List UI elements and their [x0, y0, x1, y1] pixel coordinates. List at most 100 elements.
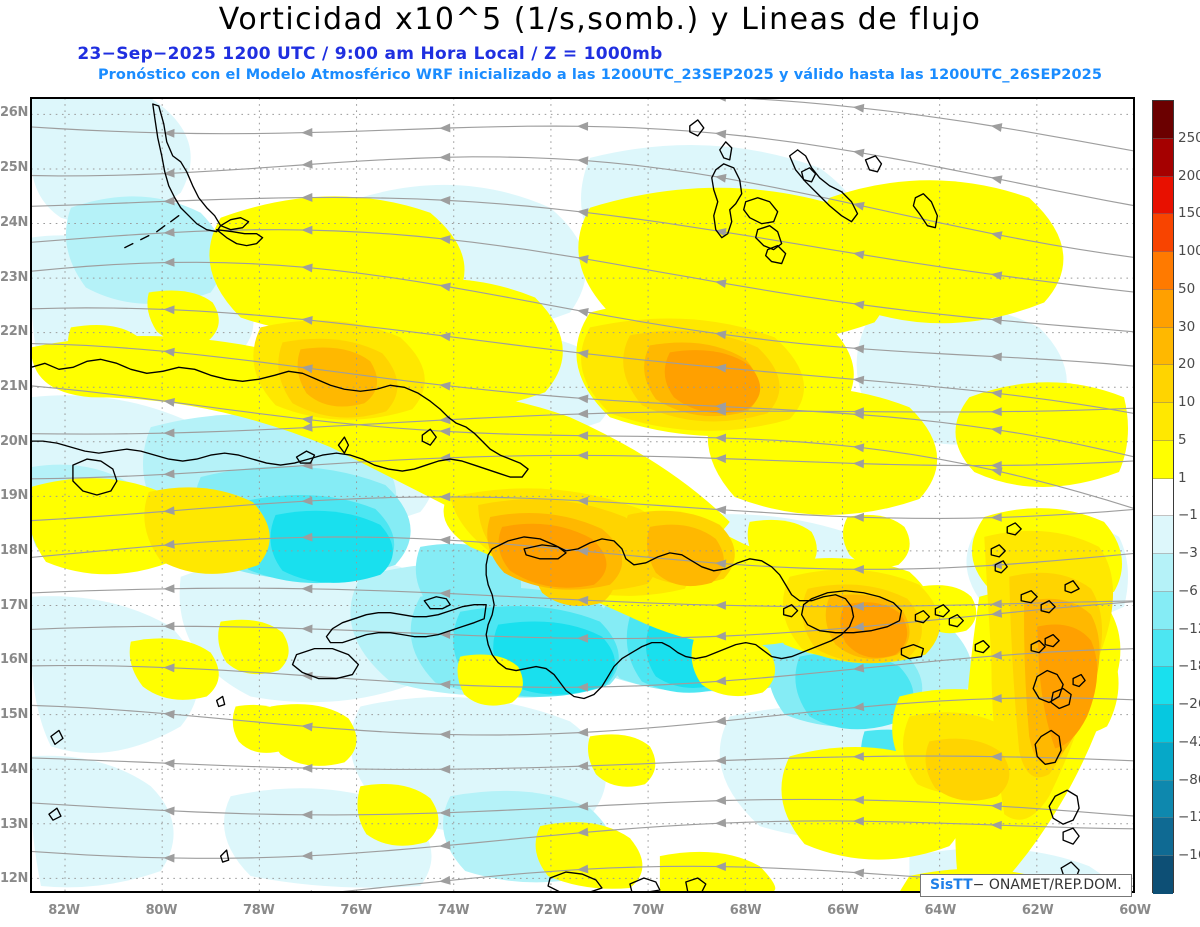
y-tick-label: 19N	[0, 488, 29, 504]
colorbar-tick-label: −80	[1178, 771, 1200, 788]
colorbar-band	[1153, 214, 1173, 252]
colorbar-band	[1153, 516, 1173, 554]
streamline-arrow	[577, 308, 589, 317]
streamline-arrow	[576, 633, 589, 643]
page-title: Vorticidad x10^5 (1/s,somb.) y Lineas de…	[218, 2, 982, 37]
streamline-arrow	[301, 159, 313, 169]
streamline-arrow	[301, 532, 313, 542]
y-tick-label: 12N	[0, 871, 29, 887]
streamline-arrow	[990, 512, 1002, 522]
streamline-arrow	[714, 862, 726, 872]
streamline-arrow	[163, 621, 175, 631]
streamline-arrow	[163, 128, 175, 138]
streamline-arrow	[714, 433, 727, 443]
streamline	[728, 98, 1134, 152]
streamline-arrow	[990, 316, 1003, 325]
streamline-arrow	[714, 505, 727, 515]
colorbar-band	[1153, 365, 1173, 403]
streamline-arrow	[163, 539, 175, 549]
streamline-arrow	[439, 492, 451, 502]
streamline-arrow	[990, 461, 1002, 470]
streamline-arrow	[852, 250, 865, 260]
streamline-arrow	[852, 201, 865, 211]
streamline-arrow	[439, 332, 451, 342]
y-tick-label: 25N	[0, 160, 29, 176]
colorbar-tick-label: 1	[1178, 469, 1187, 486]
colorbar-band	[1153, 629, 1173, 668]
colorbar-band	[1153, 138, 1173, 177]
streamline-arrow	[163, 257, 175, 267]
streamline-arrow	[714, 330, 727, 340]
streamline-arrow	[301, 422, 313, 432]
streamline-arrow	[439, 808, 451, 818]
streamline-arrow	[990, 271, 1003, 281]
streamline-arrow	[852, 375, 865, 385]
streamline-arrow	[714, 818, 727, 828]
x-tick-label: 64W	[924, 903, 957, 918]
x-tick-label: 60W	[1119, 903, 1151, 918]
streamline-arrow	[852, 602, 864, 611]
streamline-arrow	[439, 840, 451, 850]
streamline-arrow	[439, 589, 451, 599]
streamline-arrow	[990, 175, 1003, 185]
streamline-arrow	[301, 722, 313, 732]
streamline-arrow	[439, 764, 451, 774]
streamline-arrow	[163, 663, 175, 673]
x-tick-label: 66W	[827, 903, 859, 918]
streamline-arrow	[714, 676, 727, 686]
streamline-arrow	[852, 344, 865, 354]
streamline-arrow	[439, 235, 451, 245]
streamline-arrow	[163, 305, 175, 315]
colorbar-tick-label: −12	[1178, 620, 1200, 637]
streamline-arrow	[990, 407, 1002, 417]
colorbar-band	[1153, 742, 1173, 781]
colorbar-tick-label: 20	[1178, 356, 1196, 373]
colorbar-band	[1153, 176, 1173, 215]
streamline-arrow	[990, 426, 1003, 435]
streamline-arrow	[852, 443, 865, 453]
streamline-arrow	[576, 450, 589, 460]
y-tick-label: 14N	[0, 761, 29, 777]
streamline-arrow	[163, 853, 175, 863]
colorbar-tick-label: −42	[1178, 733, 1200, 750]
subtitle-model-info: Pronóstico con el Modelo Atmosférico WRF…	[97, 67, 1103, 83]
streamline-arrow	[576, 547, 589, 556]
streamline-arrow	[714, 716, 727, 726]
streamline-arrow	[990, 650, 1003, 660]
streamline-arrow	[163, 227, 175, 237]
colorbar-band	[1153, 818, 1173, 856]
streamline-arrow	[301, 624, 313, 634]
streamline-arrow	[301, 415, 313, 425]
streamline-arrow	[163, 469, 175, 479]
streamline-arrow	[163, 397, 175, 407]
streamline-arrow	[576, 864, 589, 874]
streamline-arrow	[576, 727, 589, 737]
streamline-arrow	[163, 506, 175, 516]
streamline-arrow	[852, 702, 865, 712]
streamline-arrow	[852, 663, 865, 673]
y-tick-label: 15N	[0, 707, 29, 723]
streamline-arrow	[576, 156, 589, 166]
colorbar-band	[1153, 327, 1173, 366]
streamline-arrow	[163, 428, 175, 438]
x-tick-label: 78W	[243, 903, 275, 918]
colorbar-band	[1153, 252, 1173, 290]
shading-band-pos30	[498, 350, 1098, 749]
streamline-arrow	[576, 208, 589, 218]
streamline-arrow	[163, 347, 175, 357]
streamline-arrow	[301, 225, 313, 235]
streamline-arrow	[576, 595, 589, 605]
y-tick-label: 20N	[0, 433, 29, 449]
streamline-arrow	[439, 680, 451, 690]
streamline-arrow	[990, 801, 1002, 811]
streamline-arrow	[852, 622, 865, 632]
streamline-arrow	[852, 752, 864, 761]
streamline-arrow	[439, 730, 451, 740]
x-tick-label: 68W	[729, 903, 762, 918]
streamline-arrow	[439, 196, 451, 205]
streamline-arrow	[301, 315, 313, 325]
streamline-arrow	[577, 349, 589, 359]
streamline-arrow	[714, 279, 727, 288]
streamline-arrow	[577, 255, 589, 264]
streamline-arrow	[301, 810, 313, 820]
